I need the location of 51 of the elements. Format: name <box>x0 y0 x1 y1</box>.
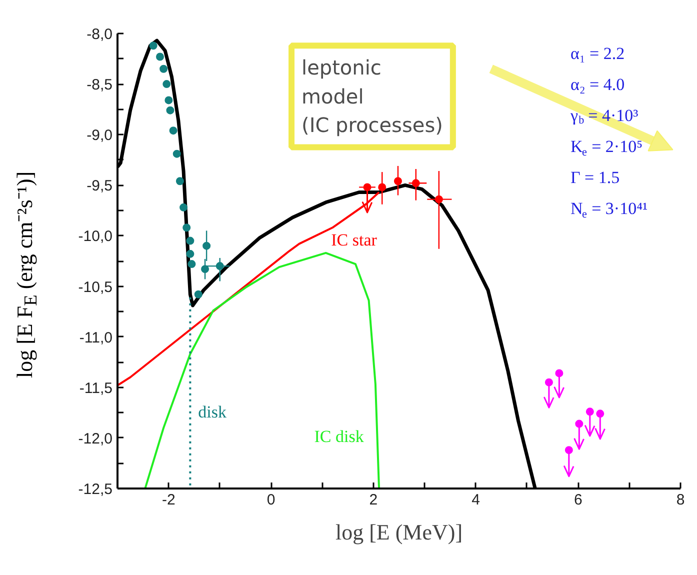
point <box>188 260 196 268</box>
y-tick-label: -9,5 <box>86 178 113 195</box>
x-tick-label: 6 <box>574 492 582 508</box>
point <box>544 378 553 386</box>
point <box>378 183 386 192</box>
point <box>434 195 443 204</box>
point <box>201 265 210 274</box>
point <box>586 408 594 416</box>
x-axis-title: log [E (MeV)] <box>335 520 463 544</box>
point <box>180 203 188 212</box>
y-tick-label: -10,5 <box>78 278 113 296</box>
point <box>186 236 194 245</box>
y-tick-label: -8,5 <box>86 76 113 94</box>
x-tick-label: -2 <box>162 492 176 508</box>
point <box>564 446 573 454</box>
point <box>575 420 584 428</box>
point <box>149 42 158 50</box>
y-tick-label: -12,0 <box>78 430 113 448</box>
point <box>164 96 173 104</box>
point <box>363 183 372 192</box>
point <box>169 126 178 135</box>
point <box>176 177 184 186</box>
series-label: disk <box>198 402 228 422</box>
point <box>194 290 202 298</box>
point <box>182 224 191 232</box>
point <box>166 106 174 114</box>
y-tick-label: -12,5 <box>78 481 113 498</box>
annotation: leptonic model (IC processes) <box>302 56 443 138</box>
y-tick-label: -11,0 <box>79 329 112 346</box>
y-tick-label: -11,5 <box>79 380 112 397</box>
series-label: IC disk <box>314 426 364 446</box>
x-tick-label: 2 <box>369 492 378 508</box>
point <box>596 410 604 418</box>
point <box>216 262 224 270</box>
point <box>186 250 194 258</box>
x-tick-label: 8 <box>676 492 685 508</box>
y-tick-label: -10,0 <box>78 228 113 246</box>
point <box>202 242 211 250</box>
y-tick-label: -8,0 <box>86 26 113 43</box>
y-tick-label: -9,0 <box>86 127 113 144</box>
series-label: IC star <box>331 230 378 250</box>
point <box>555 369 564 378</box>
line-series <box>144 252 380 488</box>
point <box>394 177 402 186</box>
x-tick-label: 4 <box>472 492 480 508</box>
point <box>156 52 164 61</box>
x-tick-label: 0 <box>266 492 276 508</box>
point <box>172 150 181 158</box>
point <box>162 80 171 88</box>
point <box>160 64 168 73</box>
point <box>412 179 420 188</box>
